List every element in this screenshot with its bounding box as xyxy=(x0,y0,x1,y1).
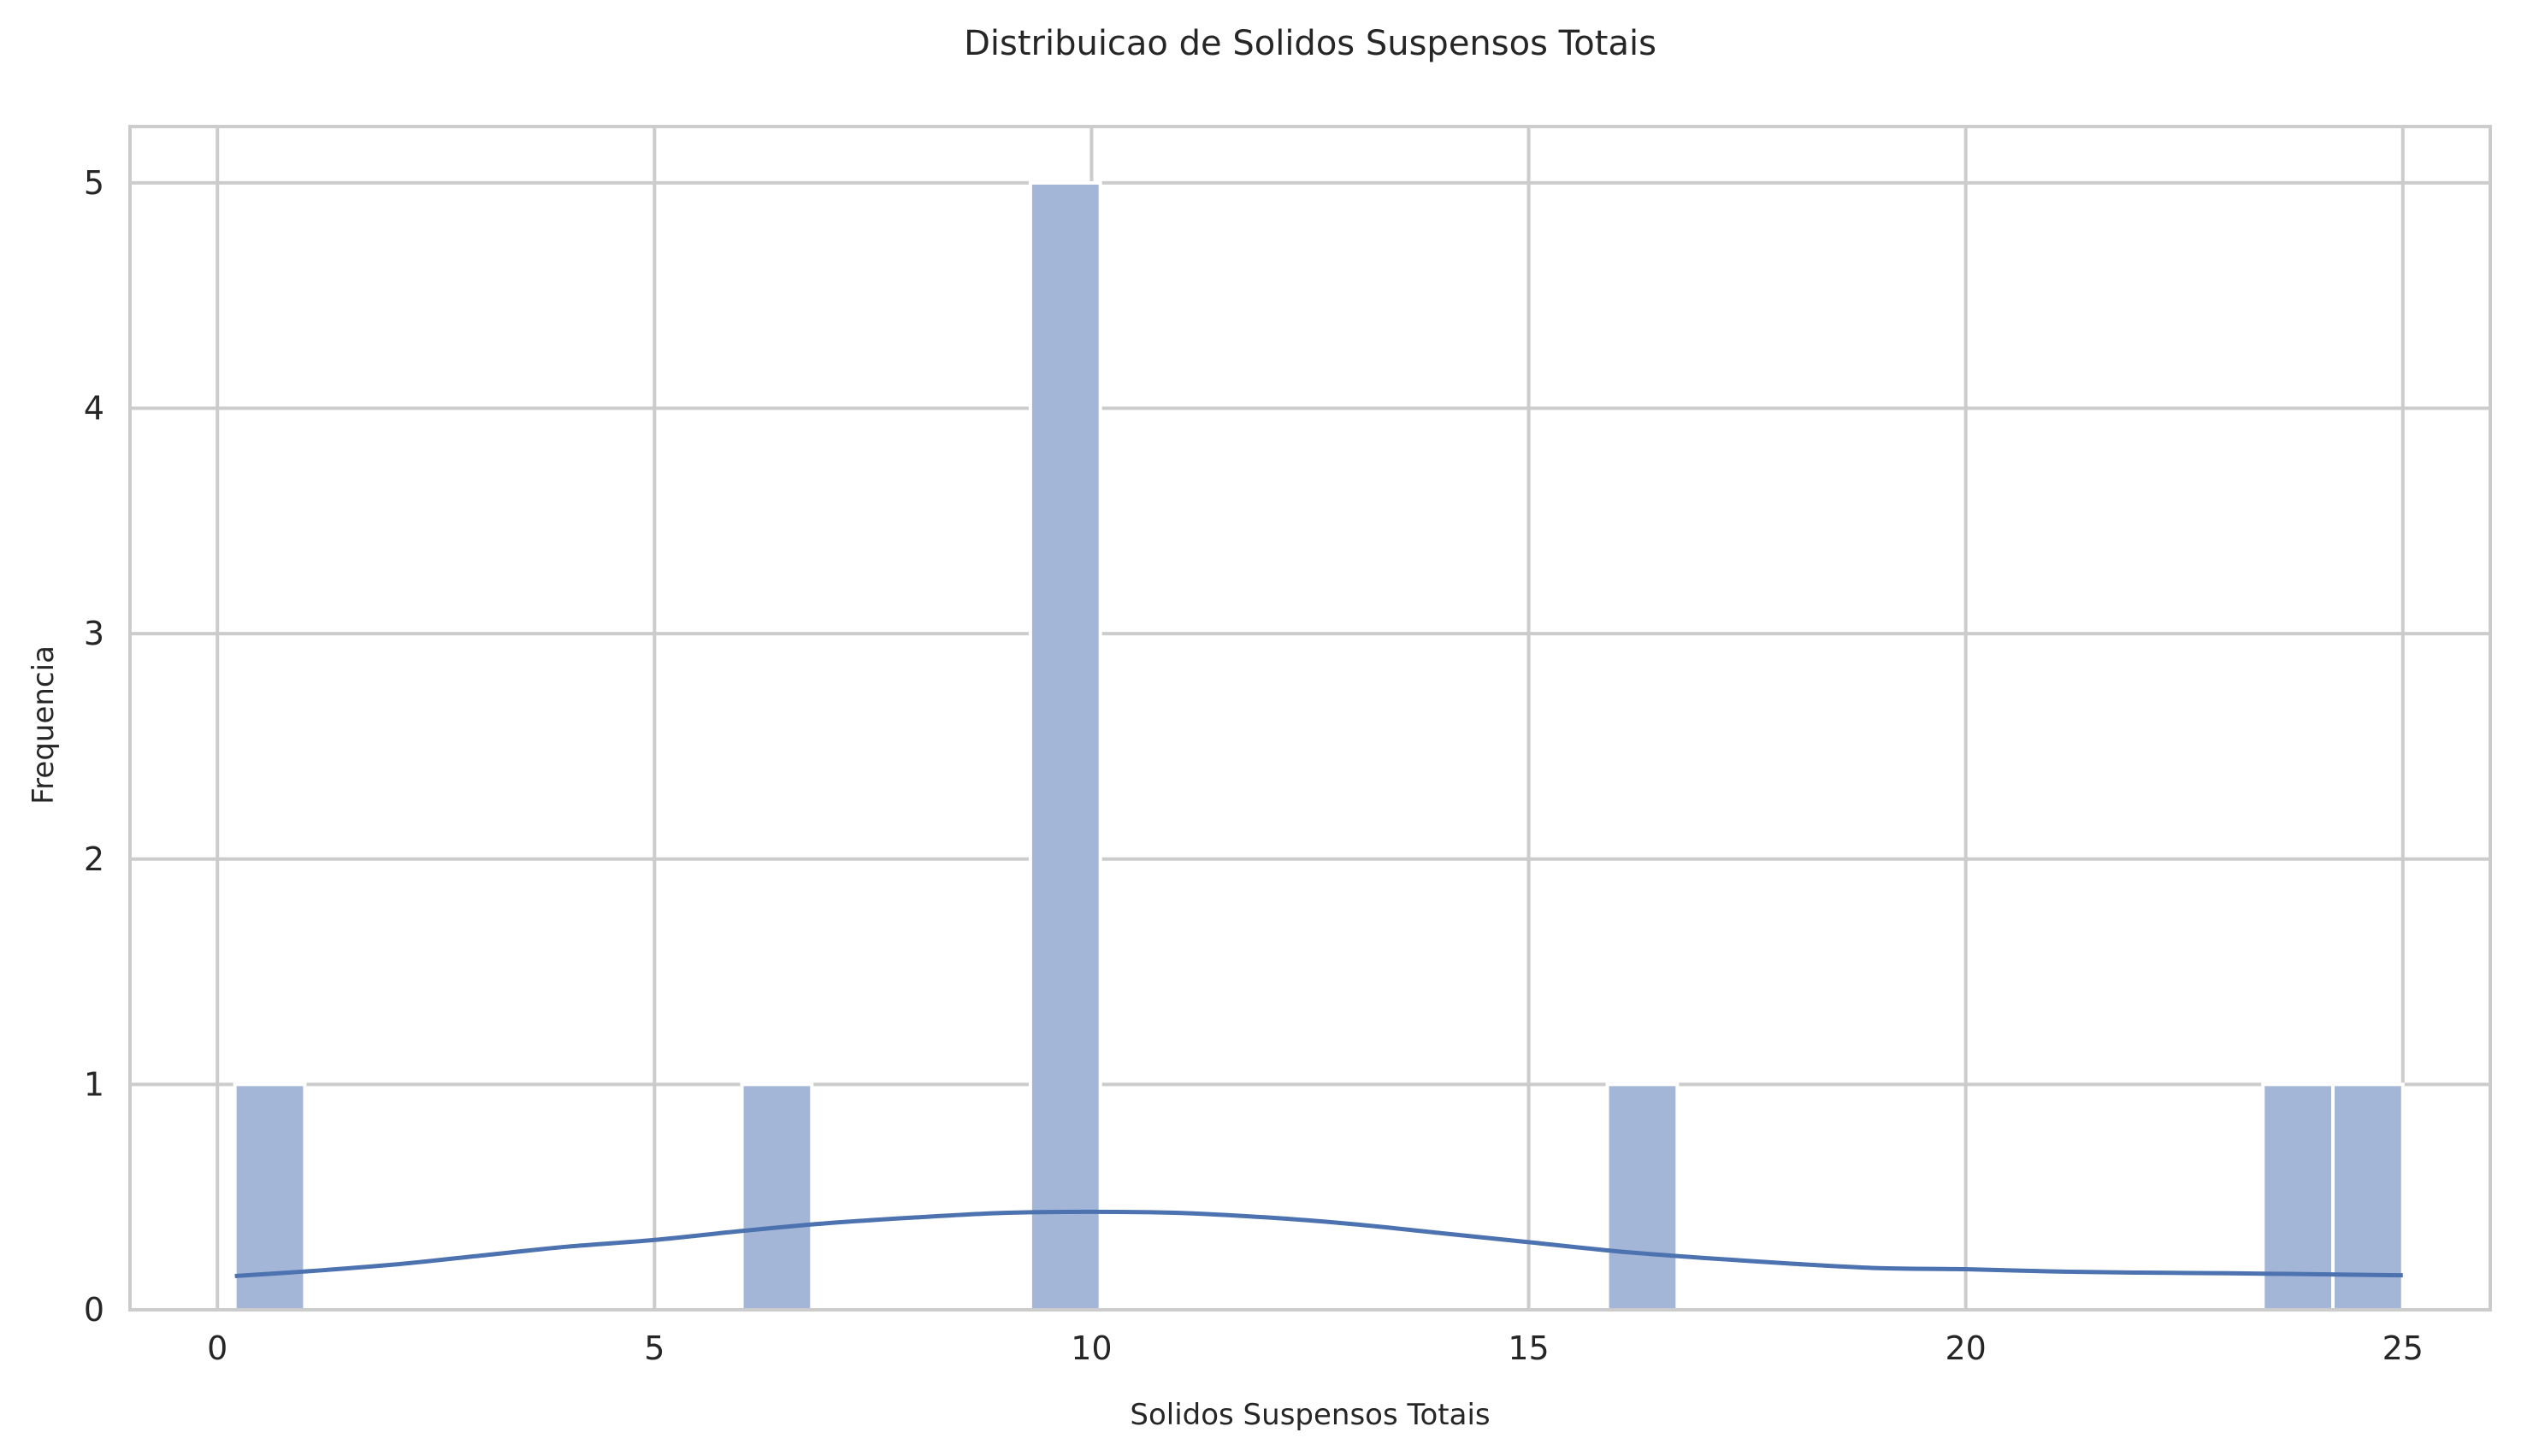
y-tick-label: 3 xyxy=(84,615,104,652)
plot-frame xyxy=(128,125,2492,1312)
histogram-bar xyxy=(1028,180,1102,1312)
x-tick-label: 20 xyxy=(1945,1329,1986,1367)
kde-curve xyxy=(234,1209,2403,1278)
x-tick-labels: 0 5 10 15 20 25 xyxy=(207,1329,2424,1367)
y-tick-label: 5 xyxy=(84,164,104,202)
chart-title: Distribuicao de Solidos Suspensos Totais xyxy=(964,24,1656,63)
y-tick-label: 1 xyxy=(84,1065,104,1103)
kde-curve-group xyxy=(234,1209,2403,1278)
histogram-bars xyxy=(233,180,2405,1312)
x-tick-label: 5 xyxy=(644,1329,664,1367)
x-tick-label: 25 xyxy=(2383,1329,2424,1367)
grid-lines xyxy=(130,127,2490,1312)
y-tick-label: 4 xyxy=(84,390,104,427)
x-tick-label: 10 xyxy=(1071,1329,1112,1367)
y-tick-labels: 0 1 2 3 4 5 xyxy=(84,164,104,1329)
histogram-bar xyxy=(1605,1082,1680,1312)
x-tick-label: 15 xyxy=(1508,1329,1549,1367)
x-axis-label: Solidos Suspensos Totais xyxy=(1130,1398,1490,1432)
y-tick-label: 0 xyxy=(84,1291,104,1329)
y-tick-label: 2 xyxy=(84,840,104,878)
x-tick-label: 0 xyxy=(207,1329,227,1367)
histogram-bar xyxy=(740,1082,814,1312)
y-axis-label: Frequencia xyxy=(27,645,61,805)
